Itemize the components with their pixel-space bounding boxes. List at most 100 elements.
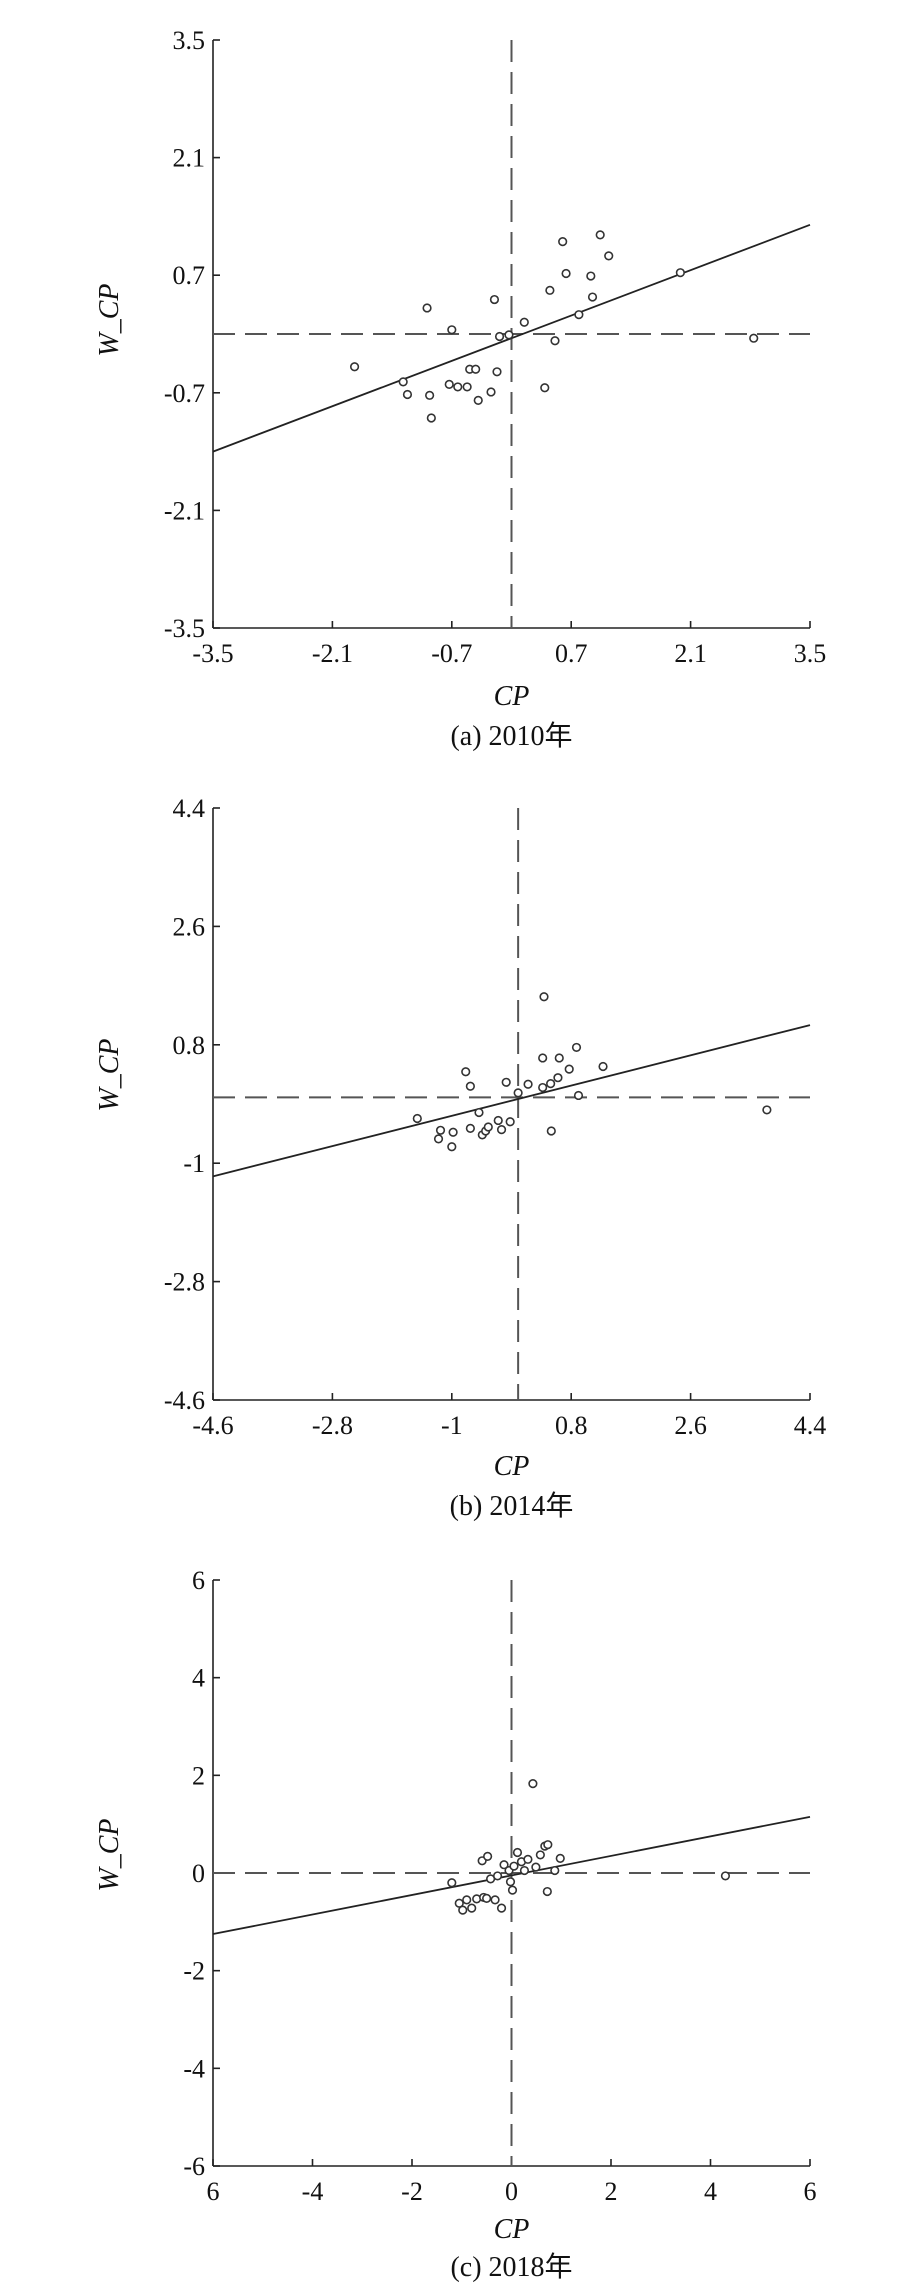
scatter-point (467, 1903, 477, 1913)
scatter-point (454, 1898, 464, 1908)
scatter-point (486, 387, 496, 397)
scatter-point (435, 1125, 446, 1135)
scatter-point (458, 1905, 468, 1915)
x-tick-label: -4.6 (192, 1411, 233, 1440)
y-tick-label: 2.6 (173, 912, 206, 941)
y-tick-label: -4.6 (164, 1386, 205, 1415)
y-tick-label: -3.5 (164, 614, 205, 643)
scatter-point (539, 992, 549, 1002)
scatter-point (349, 362, 360, 372)
scatter-point (505, 1117, 515, 1127)
scatter-point (564, 1064, 574, 1074)
chart-panel-2010: 3.5 2.1 0.7 -0.7 -2.1 -3.5-3.5 -2.1 -0.7 0.7 2.1 3… (94, 26, 826, 752)
y-tick-label: 3.5 (173, 26, 206, 55)
scatter-point (507, 1885, 518, 1895)
scatter-point (586, 271, 596, 281)
scatter-point (412, 1113, 422, 1124)
scatter-point (447, 1142, 457, 1152)
scatter-point (402, 389, 413, 400)
x-tick-label: 3.5 (794, 639, 827, 668)
scatter-point (499, 1860, 509, 1870)
y-axis-label: W_CP (94, 1818, 125, 1891)
x-tick-label: 0.8 (555, 1411, 588, 1440)
x-tick-label: 6 (804, 2177, 817, 2206)
x-axis-label: CP (494, 681, 530, 712)
scatter-point (538, 1053, 548, 1063)
scatter-point (471, 364, 481, 374)
x-tick-label: -0.7 (431, 639, 472, 668)
scatter-point (720, 1871, 731, 1881)
scatter-point (542, 1886, 552, 1897)
scatter-point (433, 1134, 444, 1144)
scatter-point (587, 292, 598, 302)
scatter-point (604, 251, 614, 261)
scatter-point (462, 382, 472, 392)
scatter-point (558, 237, 568, 247)
x-tick-label: 2.6 (674, 1411, 707, 1440)
x-tick-label: 2.1 (674, 639, 707, 668)
x-tick-label: -2 (401, 2177, 423, 2206)
x-tick-label: 2 (605, 2177, 618, 2206)
scatter-point (573, 1090, 584, 1101)
scatter-point (528, 1779, 538, 1789)
scatter-point (749, 333, 759, 343)
scatter-point (538, 1082, 548, 1093)
y-tick-label: 4 (192, 1664, 205, 1693)
y-axis-label: W_CP (94, 1038, 125, 1111)
scatter-point (494, 331, 505, 342)
x-tick-label: -2.8 (312, 1411, 353, 1440)
scatter-point (489, 294, 500, 305)
scatter-point (453, 382, 463, 392)
scatter-point (474, 1107, 484, 1118)
scatter-point (490, 1895, 500, 1905)
scatter-point (398, 377, 408, 387)
scatter-point (473, 395, 483, 405)
scatter-point (422, 303, 432, 313)
x-tick-label: 4 (704, 2177, 717, 2206)
y-tick-label: 6 (192, 1566, 205, 1595)
x-axis-label: CP (494, 1451, 530, 1482)
scatter-point (555, 1853, 565, 1863)
x-tick-label: 0.7 (555, 639, 588, 668)
scatter-point (482, 1893, 492, 1903)
scatter-point (426, 413, 436, 423)
y-tick-label: 4.4 (173, 794, 206, 823)
scatter-point (465, 1123, 475, 1133)
x-tick-label: 0 (505, 2177, 518, 2206)
scatter-point (546, 1079, 556, 1089)
scatter-point (550, 336, 560, 346)
scatter-point (425, 390, 435, 400)
scatter-point (545, 285, 555, 295)
scatter-point (448, 1127, 458, 1137)
scatter-point (675, 268, 685, 278)
scatter-point (540, 383, 550, 393)
scatter-point (595, 230, 605, 240)
x-tick-label: -2.1 (312, 639, 353, 668)
scatter-point (447, 325, 457, 335)
x-tick-label: -3.5 (192, 639, 233, 668)
scatter-point (483, 1851, 493, 1861)
scatter-point (509, 1861, 519, 1871)
y-tick-label: 0.7 (173, 261, 206, 290)
panel-caption: (a) 2010年 (450, 720, 572, 752)
y-tick-label: -2.1 (164, 496, 205, 525)
y-tick-label: -2 (183, 1957, 205, 1986)
scatter-point (598, 1061, 608, 1072)
scatter-point (519, 1865, 530, 1876)
y-tick-label: 2 (192, 1761, 205, 1790)
scatter-point (447, 1878, 457, 1888)
scatter-point (554, 1053, 564, 1063)
panel-caption: (c) 2018年 (450, 2251, 572, 2283)
x-tick-label: 6 (207, 2177, 220, 2206)
y-tick-label: -2.8 (164, 1268, 205, 1297)
scatter-point (513, 1088, 523, 1098)
scatter-point (523, 1854, 533, 1864)
scatter-point (465, 1081, 475, 1091)
scatter-point (496, 1903, 507, 1913)
y-axis-label: W_CP (94, 283, 125, 356)
scatter-point (505, 1877, 516, 1887)
scatter-point (461, 1067, 471, 1077)
y-tick-label: -1 (183, 1149, 205, 1178)
x-tick-label: 4.4 (794, 1411, 827, 1440)
